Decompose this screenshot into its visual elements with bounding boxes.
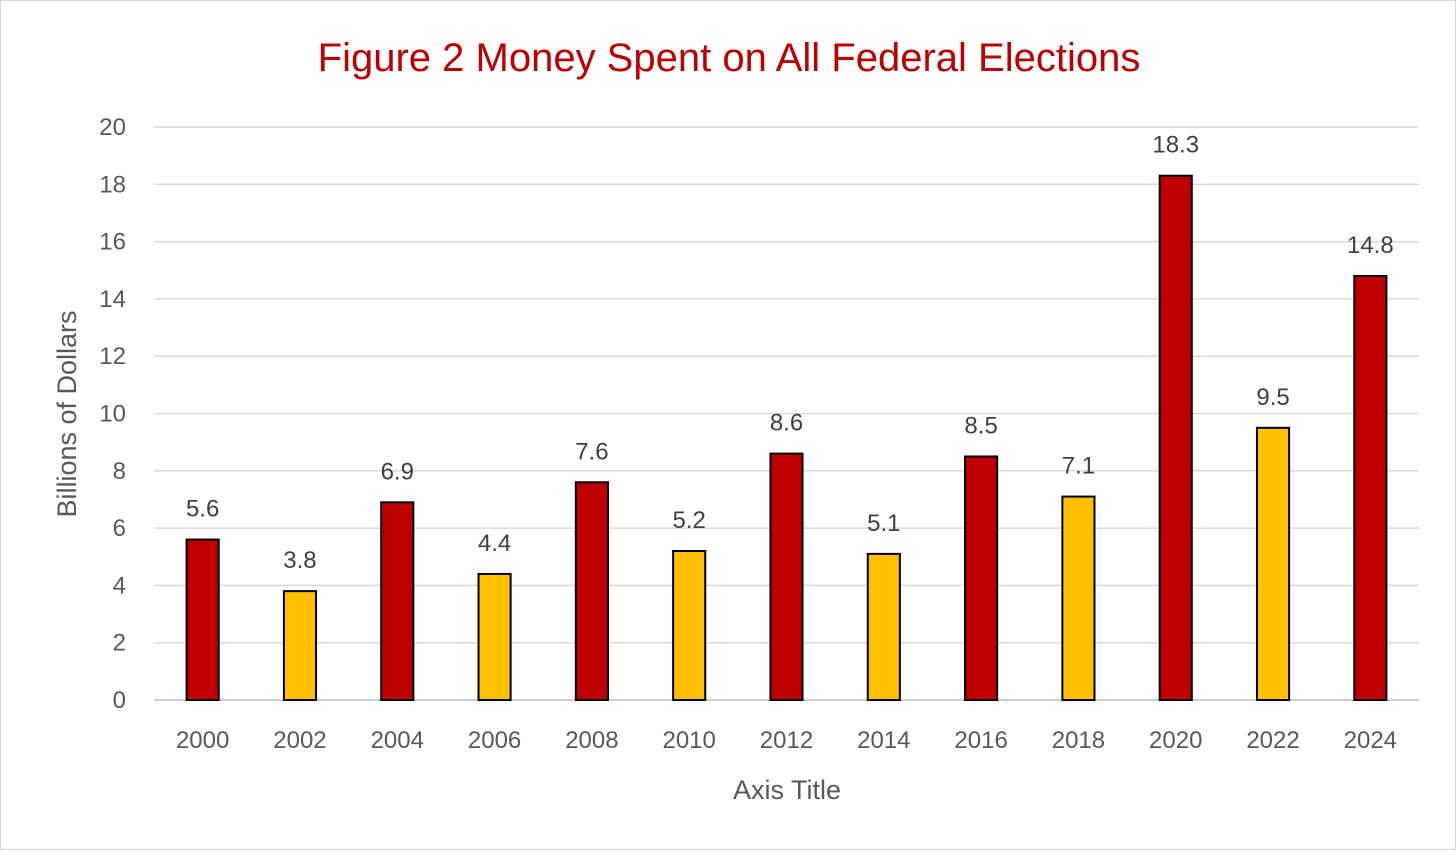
x-axis-title: Axis Title bbox=[733, 775, 841, 805]
bar-2016 bbox=[964, 455, 999, 701]
y-axis-ticks: 0 2 4 6 8 10 12 14 16 18 20 bbox=[99, 114, 126, 714]
bar-2008 bbox=[574, 481, 609, 702]
y-tick-label: 2 bbox=[113, 630, 126, 657]
data-label-2006: 4.4 bbox=[478, 530, 511, 557]
bar-2000 bbox=[185, 538, 220, 701]
bar-2018 bbox=[1061, 495, 1096, 701]
y-tick-label: 10 bbox=[99, 401, 126, 428]
x-tick-label-2002: 2002 bbox=[273, 727, 326, 754]
y-tick-label: 16 bbox=[99, 229, 126, 256]
bar-2006 bbox=[477, 572, 512, 701]
data-label-2000: 5.6 bbox=[186, 496, 219, 523]
x-tick-label-2010: 2010 bbox=[662, 727, 715, 754]
x-axis-ticks: 2000 2002 2004 2006 2008 2010 2012 2014 2016 2018… bbox=[176, 727, 1397, 754]
data-label-2022: 9.5 bbox=[1256, 384, 1289, 411]
y-tick-label: 8 bbox=[113, 458, 126, 485]
y-tick-label: 14 bbox=[99, 286, 126, 313]
bar-2014 bbox=[866, 552, 901, 702]
bar-2022 bbox=[1255, 426, 1291, 701]
y-tick-label: 4 bbox=[113, 572, 126, 599]
x-tick-label-2014: 2014 bbox=[857, 727, 910, 754]
x-tick-label-2012: 2012 bbox=[760, 727, 813, 754]
bar-2002 bbox=[282, 590, 318, 702]
chart-title: Figure 2 Money Spent on All Federal Elec… bbox=[318, 36, 1141, 80]
data-label-2004: 6.9 bbox=[381, 458, 414, 485]
data-label-2002: 3.8 bbox=[283, 547, 316, 574]
data-labels: 5.6 3.8 6.9 4.4 7.6 5.2 8.6 5.1 8.5 7.1 18.3 9.5 14.… bbox=[186, 132, 1394, 574]
x-tick-label-2024: 2024 bbox=[1344, 727, 1397, 754]
x-tick-label-2022: 2022 bbox=[1246, 727, 1299, 754]
y-tick-label: 20 bbox=[99, 114, 126, 141]
data-label-2010: 5.2 bbox=[673, 507, 706, 534]
data-label-2008: 7.6 bbox=[575, 438, 608, 465]
y-tick-label: 6 bbox=[113, 515, 126, 542]
bar-2004 bbox=[380, 501, 415, 701]
x-tick-label-2020: 2020 bbox=[1149, 727, 1202, 754]
data-label-2018: 7.1 bbox=[1062, 453, 1095, 480]
y-tick-label: 0 bbox=[113, 687, 126, 714]
bars bbox=[185, 174, 1388, 702]
x-tick-label-2006: 2006 bbox=[468, 727, 521, 754]
data-label-2012: 8.6 bbox=[770, 410, 803, 437]
bar-2012 bbox=[769, 452, 804, 701]
data-label-2016: 8.5 bbox=[964, 412, 997, 439]
data-label-2020: 18.3 bbox=[1152, 132, 1199, 159]
y-tick-label: 12 bbox=[99, 343, 126, 370]
y-tick-label: 18 bbox=[99, 171, 126, 198]
bar-2020 bbox=[1158, 174, 1193, 701]
data-label-2024: 14.8 bbox=[1347, 232, 1394, 259]
x-tick-label-2004: 2004 bbox=[371, 727, 424, 754]
y-axis-title: Billions of Dollars bbox=[52, 310, 82, 517]
x-tick-label-2000: 2000 bbox=[176, 727, 229, 754]
bar-2010 bbox=[672, 550, 707, 702]
x-tick-label-2008: 2008 bbox=[565, 727, 618, 754]
bar-2024 bbox=[1353, 274, 1388, 701]
x-tick-label-2016: 2016 bbox=[954, 727, 1007, 754]
data-label-2014: 5.1 bbox=[867, 510, 900, 537]
x-tick-label-2018: 2018 bbox=[1052, 727, 1105, 754]
